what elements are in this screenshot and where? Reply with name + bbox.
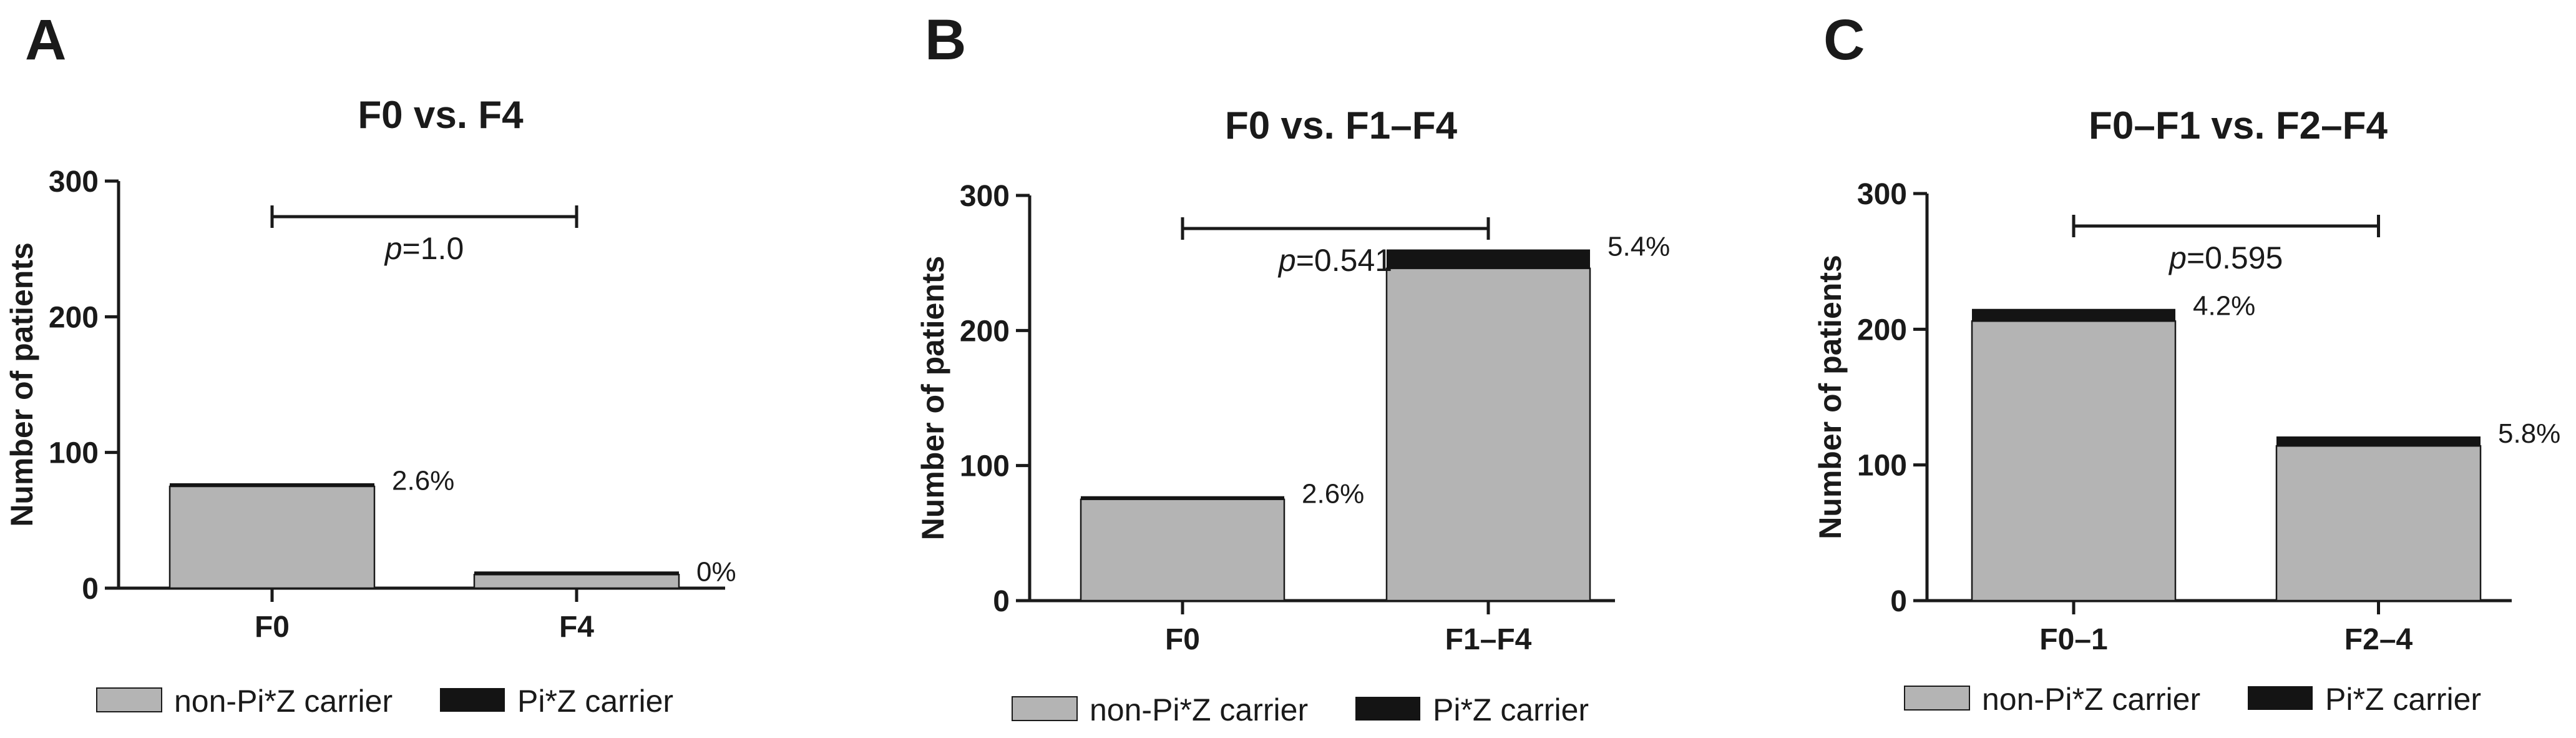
y-tick-label: 200 [1857,313,1907,347]
bar-carrier [474,571,679,575]
y-tick-label: 100 [1857,450,1907,483]
legend-swatch-carrier [2248,686,2313,710]
p-symbol: p [2168,240,2187,275]
legend-label-carrier: Pi*Z carrier [2325,682,2481,717]
bar-carrier [170,483,374,486]
bar-non-carrier [1080,498,1286,602]
bar-non-carrier [473,574,680,589]
p-number: =0.541 [1296,243,1392,278]
panel-letter: A [25,8,66,72]
legend-swatch-non-carrier [96,687,162,712]
x-tick-label: F0–1 [2039,623,2107,656]
bar-carrier [1387,249,1590,268]
legend-label-non-carrier: non-Pi*Z carrier [174,684,393,719]
y-tick-label: 0 [993,585,1010,618]
panel-letter: B [925,8,966,72]
y-tick-label: 0 [1890,585,1907,618]
comparison-bracket: p=0.541 [1181,217,1490,278]
p-symbol: p [1277,243,1296,278]
y-tick-label: 300 [960,180,1010,213]
y-tick-label: 200 [49,301,99,334]
data-label: 0% [696,556,736,587]
p-value: p=0.595 [2168,240,2283,275]
legend-swatch-non-carrier [1904,686,1970,711]
legend-label-carrier: Pi*Z carrier [1433,692,1589,727]
legend-label-non-carrier: non-Pi*Z carrier [1982,682,2200,717]
y-tick-label: 300 [1857,178,1907,211]
bar-non-carrier [168,485,376,589]
bar-non-carrier [2275,445,2482,602]
legend-swatch-carrier [1355,697,1420,721]
bar-carrier [1081,496,1284,499]
y-tick-label: 200 [960,315,1010,348]
p-number: =1.0 [402,231,464,266]
data-label: 4.2% [2193,291,2255,322]
y-tick-label: 300 [49,165,99,199]
bar-carrier [2276,436,2481,446]
p-value: p=0.541 [1277,243,1392,278]
y-axis-label: Number of patients [1813,255,1848,539]
panel-a: A F0 vs. F4 Number of patients 0 100 200 300 F0… [4,8,736,719]
chart-title: F0 vs. F4 [358,94,524,137]
chart-title: F0 vs. F1–F4 [1225,104,1458,147]
x-tick-label: F2–4 [2344,623,2413,656]
panel-c: C F0–F1 vs. F2–F4 Number of patients 0 100 20… [1813,8,2560,717]
p-value: p=1.0 [384,231,464,266]
y-axis-label: Number of patients [915,256,950,541]
y-tick-label: 100 [960,450,1010,483]
comparison-bracket: p=0.595 [2072,215,2380,275]
data-label: 5.8% [2498,418,2560,449]
x-tick-label: F4 [559,611,594,644]
chart-title: F0–F1 vs. F2–F4 [2089,104,2388,147]
comparison-bracket: p=1.0 [270,205,578,266]
p-symbol: p [384,231,402,266]
x-tick-label: F1–F4 [1445,623,1532,656]
legend: non-Pi*Z carrier Pi*Z carrier [96,684,673,719]
panel-b: B F0 vs. F1–F4 Number of patients 0 100 200 30… [915,8,1670,727]
legend: non-Pi*Z carrier Pi*Z carrier [1012,692,1589,727]
y-axis-label: Number of patients [4,242,39,527]
bar-non-carrier [1385,267,1591,602]
x-tick-label: F0 [1165,623,1200,656]
x-tick-label: F0 [255,611,290,644]
legend-swatch-carrier [440,688,505,712]
y-tick-label: 0 [82,573,99,606]
bar-carrier [1972,308,2175,322]
y-tick-label: 100 [49,437,99,470]
legend: non-Pi*Z carrier Pi*Z carrier [1904,682,2481,717]
legend-swatch-non-carrier [1012,696,1078,721]
data-label: 5.4% [1608,232,1670,262]
panel-letter: C [1823,8,1865,72]
data-label: 2.6% [1302,478,1364,509]
data-label: 2.6% [392,466,454,496]
legend-label-carrier: Pi*Z carrier [517,684,673,719]
p-number: =0.595 [2187,240,2283,275]
bar-non-carrier [1971,320,2177,602]
legend-label-non-carrier: non-Pi*Z carrier [1090,692,1308,727]
